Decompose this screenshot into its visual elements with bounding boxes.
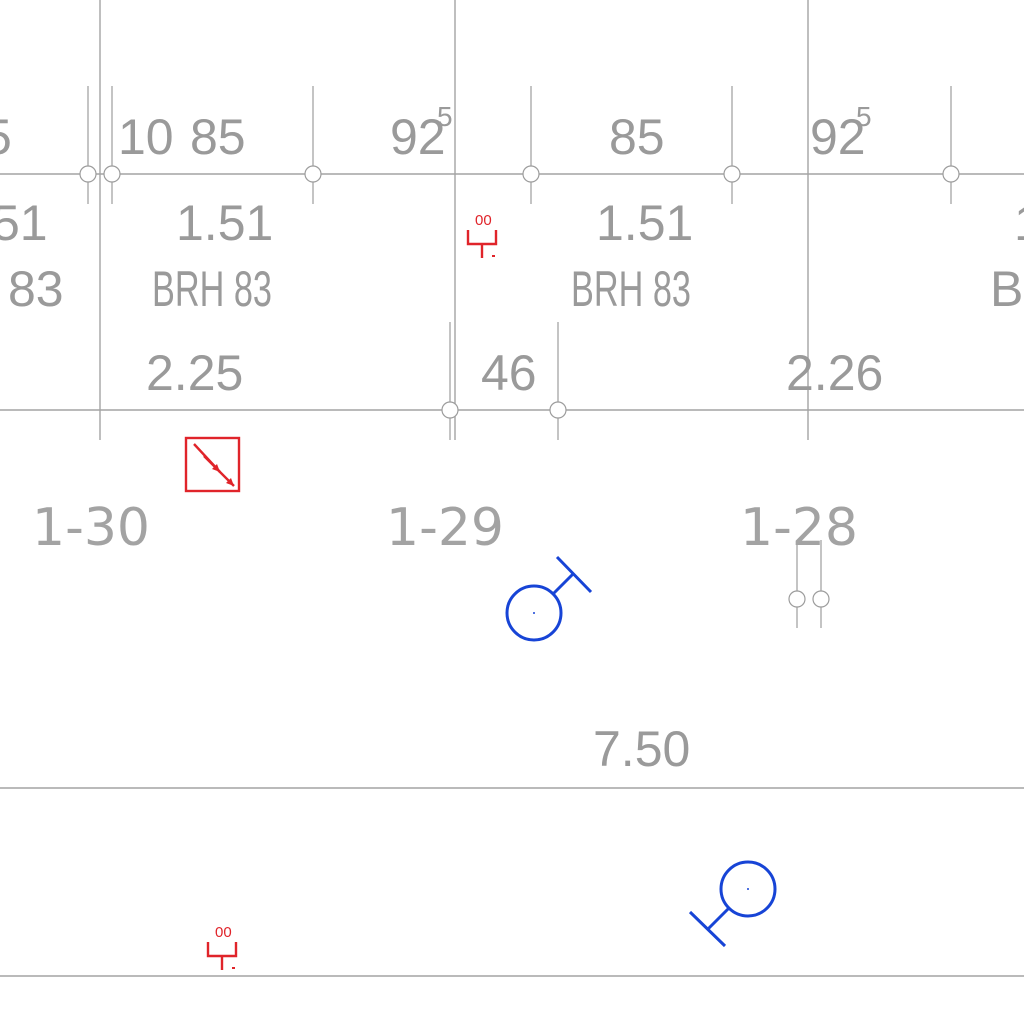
dim-node xyxy=(304,165,322,183)
fire-extinguisher-label: 00 xyxy=(215,924,232,941)
dim-label-left-partial: 5 xyxy=(0,109,12,165)
window-labels: 51 83 1.51 BRH 83 1.51 BRH 83 1 BR xyxy=(0,195,1024,317)
window-type-a: BRH 83 xyxy=(152,261,272,317)
dim-node xyxy=(441,401,459,419)
dim-node xyxy=(79,165,97,183)
linework xyxy=(0,0,1024,977)
dim-label-92-a-sup: 5 xyxy=(437,101,453,132)
window-width-b: 1.51 xyxy=(596,195,693,251)
top-dimension-labels: 5 10 85 92 5 85 92 5 xyxy=(0,101,872,165)
dim-label-92-a: 92 xyxy=(390,109,446,165)
wall-light-icon xyxy=(688,860,777,948)
window-type-b: BRH 83 xyxy=(571,261,691,317)
dim-node xyxy=(549,401,567,419)
room-label-1-28: 1-28 xyxy=(740,498,858,558)
dim-node xyxy=(788,590,806,608)
dim-label-46: 46 xyxy=(481,345,537,401)
window-width-right: 1 xyxy=(1014,195,1024,251)
lower-dimension-labels: 2.25 46 2.26 xyxy=(146,345,883,401)
window-type-left: 83 xyxy=(8,261,64,317)
dimension-nodes xyxy=(79,165,960,608)
room-labels: 1-30 1-29 1-28 xyxy=(32,498,858,558)
dim-label-85-a: 85 xyxy=(190,109,246,165)
dim-label-226: 2.26 xyxy=(786,345,883,401)
window-width-a: 1.51 xyxy=(176,195,273,251)
dim-label-92-b: 92 xyxy=(810,109,866,165)
dim-node xyxy=(812,590,830,608)
room-label-1-29: 1-29 xyxy=(386,498,504,558)
dim-label-85-b: 85 xyxy=(609,109,665,165)
dim-node xyxy=(522,165,540,183)
fire-extinguisher-icon: 00 xyxy=(466,212,498,258)
wall-light-icon xyxy=(505,555,593,642)
fire-extinguisher-label: 00 xyxy=(475,212,492,229)
dim-node xyxy=(103,165,121,183)
corridor-width-label: 7.50 xyxy=(593,721,690,777)
dim-node xyxy=(723,165,741,183)
smoke-vent-icon xyxy=(184,436,241,493)
window-width-left: 51 xyxy=(0,195,48,251)
dim-label-225: 2.25 xyxy=(146,345,243,401)
fire-extinguisher-icon: 00 xyxy=(206,924,238,970)
room-label-1-30: 1-30 xyxy=(32,498,150,558)
window-type-right: BR xyxy=(990,261,1024,317)
dim-label-10: 10 xyxy=(118,109,174,165)
dim-node xyxy=(942,165,960,183)
dim-label-92-b-sup: 5 xyxy=(856,101,872,132)
